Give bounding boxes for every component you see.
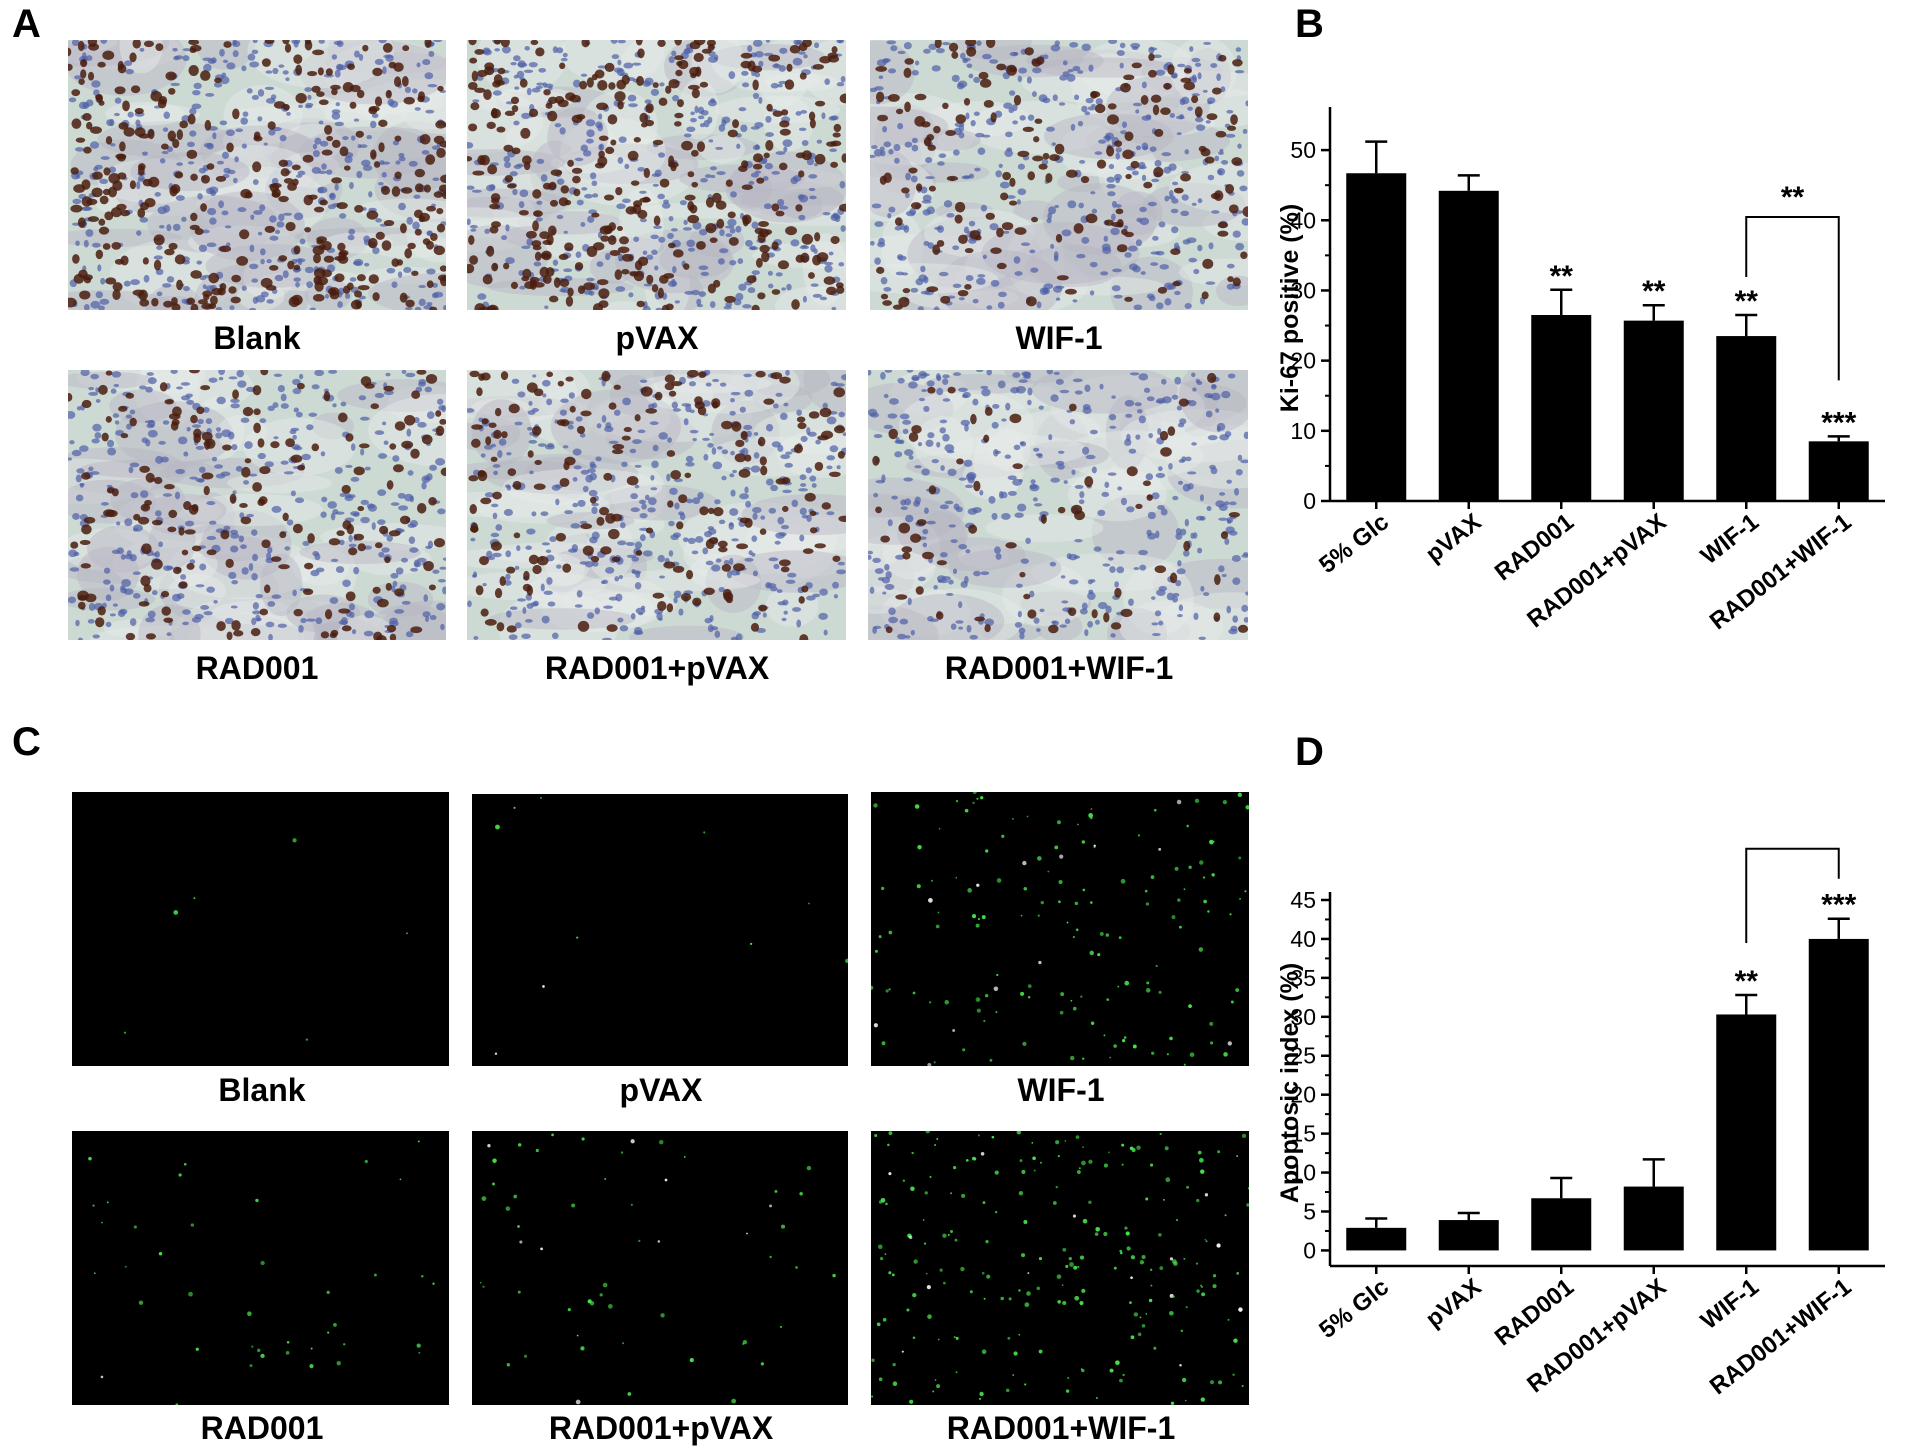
caption-c-pvax: pVAX — [619, 1072, 703, 1108]
chart-b-category-label-4: WIF-1 — [1696, 508, 1764, 569]
tunel-image-wif1 — [871, 792, 1249, 1066]
chart-b-bar-0 — [1346, 173, 1407, 501]
chart-b-bar-3 — [1623, 320, 1684, 501]
chart-b-y-tick-label: 0 — [1303, 488, 1316, 514]
caption-a-rad001-pvax: RAD001+pVAX — [544, 650, 770, 686]
chart-d-y-tick-label: 30 — [1290, 1004, 1316, 1030]
chart-d-significance-4: ** — [1735, 965, 1759, 998]
chart-b-category-label-0: 5% Glc — [1314, 508, 1394, 579]
chart-d-y-tick-label: 20 — [1290, 1082, 1316, 1108]
chart-b-significance-3: ** — [1642, 275, 1666, 308]
chart-d-comparison-label-0: ** — [1781, 830, 1805, 846]
chart-d-bar-3 — [1623, 1186, 1684, 1251]
chart-d-category-label-2: RAD001 — [1490, 1273, 1579, 1351]
ihc-image-rad001-pvax — [467, 370, 846, 640]
chart-d-category-label-4: WIF-1 — [1696, 1273, 1764, 1334]
panel-label-a: A — [12, 2, 41, 46]
chart-d-y-tick-label: 45 — [1290, 887, 1316, 913]
chart-d-significance-5: *** — [1821, 889, 1856, 922]
chart-d-y-axis-label: Apoptosic index (%) — [1280, 963, 1304, 1203]
chart-b-y-tick-label: 30 — [1290, 277, 1316, 303]
ihc-image-blank — [68, 40, 446, 310]
chart-d-bar-5 — [1808, 938, 1869, 1251]
chart-d-y-tick-label: 40 — [1290, 926, 1316, 952]
chart-d-y-tick-label: 35 — [1290, 965, 1316, 991]
chart-d-bar-4 — [1716, 1014, 1777, 1251]
chart-d-y-tick-label: 0 — [1303, 1237, 1316, 1263]
chart-d-comparison-bracket-0 — [1745, 847, 1840, 944]
chart-b-comparison-label-0: ** — [1781, 181, 1805, 214]
ihc-image-rad001-wif1 — [868, 370, 1248, 640]
chart-b-bar-2 — [1531, 315, 1592, 501]
chart-d-svg: 0 5 10 15 20 25 30 35 40 45 Apoptosic index (%) 5% … — [1280, 830, 1885, 1400]
caption-c-rad001-pvax: RAD001+pVAX — [548, 1410, 774, 1446]
tunel-image-blank — [72, 792, 449, 1066]
ihc-image-pvax — [467, 40, 846, 310]
chart-b-significance-5: *** — [1821, 406, 1856, 439]
chart-b-ki67: 0 10 20 30 40 50 Ki-67 positive (%) 5% Glc pVAX *… — [1280, 90, 1913, 700]
chart-b-comparison-bracket-0 — [1745, 216, 1840, 381]
caption-a-pvax: pVAX — [615, 320, 699, 356]
chart-b-y-tick-label: 20 — [1290, 348, 1316, 374]
caption-c-blank: Blank — [218, 1072, 306, 1108]
chart-d-category-label-0: 5% Glc — [1314, 1273, 1394, 1344]
caption-a-rad001: RAD001 — [195, 650, 319, 686]
chart-b-category-label-1: pVAX — [1421, 508, 1487, 568]
chart-b-svg: 0 10 20 30 40 50 Ki-67 positive (%) 5% Glc pVAX *… — [1280, 107, 1885, 635]
chart-d-y-tick-label: 5 — [1303, 1198, 1316, 1224]
caption-a-rad001-wif1: RAD001+WIF-1 — [944, 650, 1174, 686]
caption-c-rad001: RAD001 — [200, 1410, 324, 1446]
tunel-image-pvax — [472, 794, 848, 1066]
caption-c-rad001-wif1: RAD001+WIF-1 — [946, 1410, 1176, 1446]
panel-label-d: D — [1295, 730, 1324, 774]
chart-b-bar-4 — [1716, 336, 1777, 501]
chart-d-bar-2 — [1531, 1198, 1592, 1251]
chart-b-category-label-2: RAD001 — [1490, 508, 1579, 586]
chart-b-bar-5 — [1808, 441, 1869, 501]
chart-d-y-tick-label: 25 — [1290, 1043, 1316, 1069]
caption-c-wif1: WIF-1 — [1017, 1072, 1105, 1108]
chart-b-significance-4: ** — [1735, 285, 1759, 318]
chart-b-significance-2: ** — [1550, 260, 1574, 293]
chart-d-y-tick-label: 15 — [1290, 1121, 1316, 1147]
ihc-image-wif1 — [870, 40, 1248, 310]
caption-a-blank: Blank — [213, 320, 301, 356]
chart-d-y-tick-label: 10 — [1290, 1160, 1316, 1186]
chart-d-category-label-1: pVAX — [1421, 1273, 1487, 1333]
chart-d-bar-1 — [1438, 1220, 1499, 1251]
chart-d-bar-0 — [1346, 1227, 1407, 1251]
chart-b-bar-1 — [1438, 190, 1499, 501]
tunel-image-rad001 — [72, 1131, 449, 1405]
chart-d-apoptosis: 0 5 10 15 20 25 30 35 40 45 Apoptosic index (%) 5% … — [1280, 830, 1913, 1444]
caption-a-wif1: WIF-1 — [1015, 320, 1103, 356]
tunel-image-rad001-wif1 — [871, 1131, 1249, 1405]
tunel-image-rad001-pvax — [472, 1131, 848, 1405]
panel-label-b: B — [1295, 2, 1324, 46]
ihc-image-rad001 — [68, 370, 446, 640]
chart-b-y-tick-label: 50 — [1290, 137, 1316, 163]
chart-b-y-tick-label: 10 — [1290, 418, 1316, 444]
panel-label-c: C — [12, 720, 41, 764]
chart-b-y-tick-label: 40 — [1290, 207, 1316, 233]
chart-b-y-axis-label: Ki-67 positive (%) — [1280, 204, 1304, 412]
